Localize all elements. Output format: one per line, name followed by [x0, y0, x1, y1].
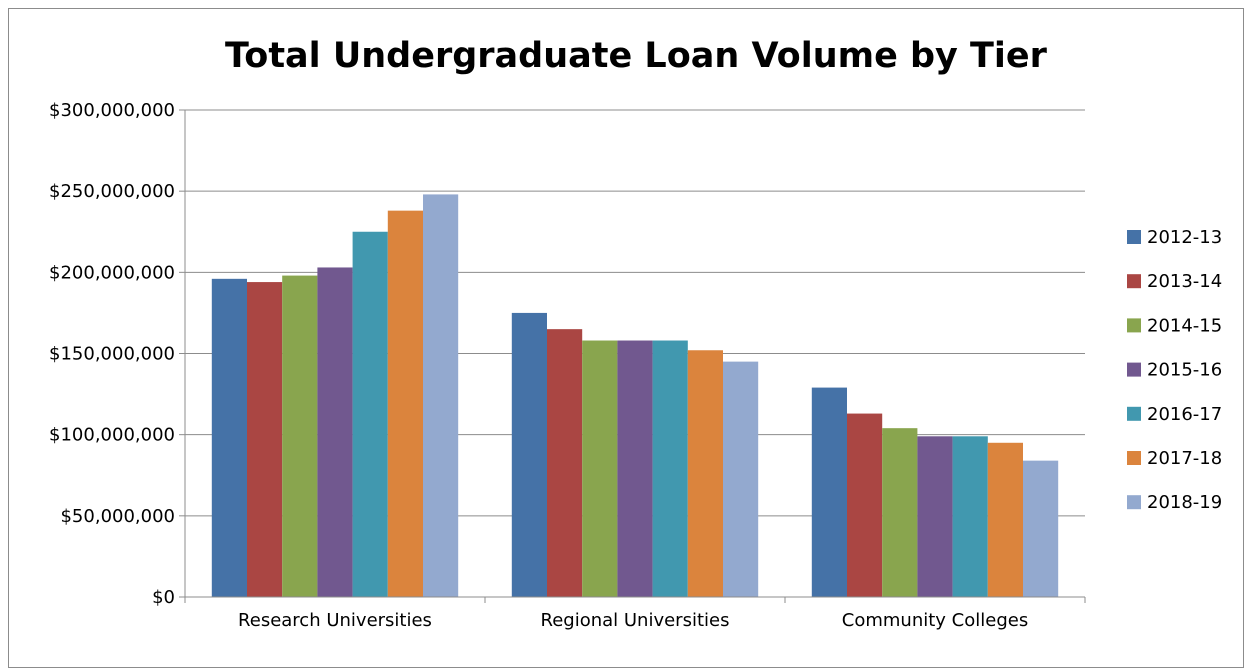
- y-tick-label: $150,000,000: [49, 344, 175, 365]
- y-tick-label: $100,000,000: [49, 425, 175, 446]
- bar-regional-universities-2018-19: [723, 361, 759, 597]
- bar-community-colleges-2018-19: [1023, 460, 1059, 597]
- legend-swatch: [1127, 318, 1141, 333]
- legend: 2012-13 2013-14 2014-15 2015-16 2016-17 2017-…: [1127, 227, 1222, 513]
- legend-swatch: [1127, 495, 1141, 510]
- legend-label: 2014-15: [1147, 315, 1222, 336]
- legend-label: 2018-19: [1147, 492, 1222, 513]
- bar-research-universities-2014-15: [282, 275, 318, 597]
- legend-swatch: [1127, 406, 1141, 421]
- y-tick-label: $200,000,000: [49, 262, 175, 283]
- y-tick-label: $50,000,000: [60, 506, 175, 527]
- bar-regional-universities-2012-13: [511, 312, 547, 597]
- x-tick-label: Community Colleges: [842, 610, 1028, 631]
- bar-research-universities-2017-18: [387, 210, 423, 597]
- bar-regional-universities-2013-14: [547, 329, 583, 597]
- bars: [211, 194, 1059, 597]
- bar-regional-universities-2016-17: [652, 340, 688, 597]
- x-tick-labels: Research Universities Regional Universiti…: [238, 610, 1028, 631]
- x-tick-label: Research Universities: [238, 610, 432, 631]
- axes: [179, 109, 1086, 603]
- legend-swatch: [1127, 274, 1141, 289]
- bar-community-colleges-2015-16: [917, 436, 953, 597]
- bar-community-colleges-2016-17: [952, 436, 988, 597]
- bar-research-universities-2015-16: [317, 267, 353, 597]
- bar-regional-universities-2014-15: [582, 340, 618, 597]
- legend-label: 2013-14: [1147, 271, 1222, 292]
- bar-research-universities-2013-14: [247, 282, 283, 597]
- y-tick-label: $300,000,000: [49, 100, 175, 121]
- bar-community-colleges-2012-13: [811, 387, 847, 597]
- bar-community-colleges-2014-15: [882, 428, 918, 597]
- legend-swatch: [1127, 230, 1141, 244]
- legend-swatch: [1127, 362, 1141, 377]
- legend-label: 2016-17: [1147, 404, 1222, 425]
- y-tick-labels: $0 $50,000,000 $100,000,000 $150,000,000 $20…: [49, 100, 175, 608]
- chart-title: Total Undergraduate Loan Volume by Tier: [225, 36, 1048, 76]
- y-tick-label: $0: [152, 587, 175, 608]
- bar-research-universities-2016-17: [352, 231, 388, 597]
- bar-regional-universities-2015-16: [617, 340, 653, 597]
- bar-research-universities-2018-19: [423, 194, 459, 597]
- legend-label: 2012-13: [1147, 227, 1222, 248]
- bar-regional-universities-2017-18: [687, 350, 723, 597]
- legend-swatch: [1127, 451, 1141, 465]
- bar-community-colleges-2017-18: [987, 442, 1023, 597]
- legend-label: 2015-16: [1147, 360, 1222, 381]
- legend-label: 2017-18: [1147, 448, 1222, 469]
- bar-research-universities-2012-13: [211, 278, 247, 597]
- chart-svg: Total Undergraduate Loan Volume by Tier …: [49, 36, 1222, 631]
- x-tick-label: Regional Universities: [541, 610, 730, 631]
- bar-community-colleges-2013-14: [847, 413, 883, 597]
- y-tick-label: $250,000,000: [49, 181, 175, 202]
